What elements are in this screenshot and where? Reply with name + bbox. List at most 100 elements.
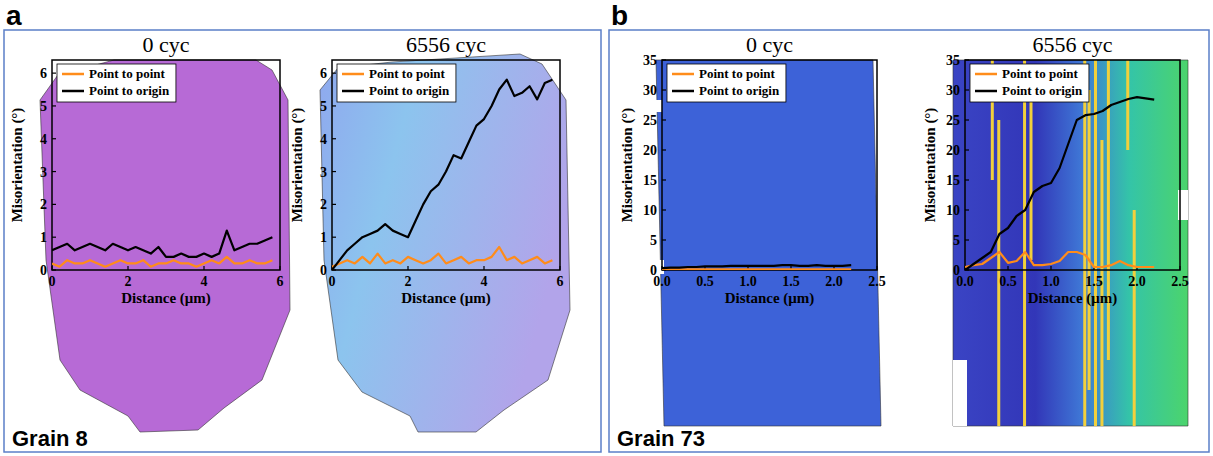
x-tick-label: 1.5 [782,274,800,289]
x-tick-label: 6 [277,274,284,289]
x-tick-label: 0.0 [653,274,671,289]
y-tick [662,149,666,150]
panel-letter: a [6,0,22,31]
panel-title: 0 cyc [746,32,793,57]
y-tick-label: 0 [40,263,47,278]
x-tick-label: 0.5 [696,274,714,289]
x-tick-label: 2.0 [825,274,843,289]
x-tick [1007,266,1008,270]
series-line [662,265,851,268]
legend-label: Point to origin [89,83,170,98]
y-tick-label: 30 [643,83,657,98]
grain-shape [320,54,570,432]
legend: Point to pointPoint to origin [57,64,176,102]
grain-shape [953,60,1188,426]
x-tick [51,266,52,270]
legend-label: Point to origin [1002,83,1083,98]
legend-swatch [342,73,364,76]
y-tick-label: 20 [946,143,960,158]
plot-frame [965,60,1180,270]
y-tick [332,204,336,205]
y-tick [662,89,666,90]
grain-map [320,54,570,432]
y-tick [662,119,666,120]
x-tick [279,266,280,270]
series-line [52,257,272,267]
x-tick-label: 1.0 [739,274,757,289]
x-tick [1179,266,1180,270]
y-tick-label: 4 [320,132,327,147]
y-tick-label: 1 [40,230,47,245]
legend-swatch [342,90,364,93]
y-tick-label: 30 [946,83,960,98]
x-tick [559,266,560,270]
y-tick-label: 25 [946,113,960,128]
y-tick-label: 0 [320,263,327,278]
plot-frame [52,60,280,270]
y-tick [662,179,666,180]
x-tick-label: 2 [405,274,412,289]
y-tick-label: 15 [946,173,960,188]
series-line [332,247,552,267]
y-tick [332,105,336,106]
series-line [52,231,272,257]
legend-swatch [62,90,84,93]
y-tick [662,209,666,210]
legend: Point to pointPoint to origin [970,64,1089,102]
y-tick [662,59,666,60]
y-tick-label: 3 [40,165,47,180]
lines [662,265,851,269]
x-tick-label: 2 [125,274,132,289]
legend-label: Point to point [369,66,446,81]
y-tick-label: 10 [946,203,960,218]
y-tick-label: 6 [320,66,327,81]
y-axis-title: Misorientation (°) [9,108,26,223]
series-line [965,252,1154,267]
x-tick [483,266,484,270]
y-tick-label: 5 [650,233,657,248]
lines [332,80,552,270]
y-tick-label: 4 [40,132,47,147]
grain-map [40,60,290,432]
legend-label: Point to point [699,66,776,81]
y-tick-label: 35 [643,53,657,68]
x-axis-title: Distance (μm) [401,290,491,307]
panel-letter: b [611,0,628,31]
grain-boundary [1030,100,1033,260]
x-tick-label: 6 [557,274,564,289]
legend-label: Point to origin [369,83,450,98]
x-tick-label: 2.0 [1128,274,1146,289]
y-tick [52,105,56,106]
grain-boundary [997,120,1000,426]
y-tick-label: 5 [953,233,960,248]
x-tick [407,266,408,270]
x-tick-label: 1.0 [1042,274,1060,289]
x-tick [1050,266,1051,270]
x-tick-label: 2.5 [1171,274,1189,289]
legend: Point to pointPoint to origin [667,64,786,102]
x-axis-title: Distance (μm) [1028,290,1118,307]
x-tick-label: 1.5 [1085,274,1103,289]
y-tick [965,119,969,120]
y-tick-label: 35 [946,53,960,68]
y-tick [332,73,336,74]
grain-gap [953,360,967,426]
grain-shape [40,60,290,432]
y-tick [965,209,969,210]
y-tick [662,239,666,240]
x-tick [127,266,128,270]
y-tick-label: 10 [643,203,657,218]
panel-title: 0 cyc [142,32,189,57]
grain-shape [656,60,881,426]
x-tick-label: 4 [201,274,208,289]
plot-frame [662,60,877,270]
y-tick-label: 2 [40,197,47,212]
legend-box [667,64,786,102]
y-tick [52,171,56,172]
x-tick-label: 0.0 [956,274,974,289]
panel-frame [609,30,1209,452]
y-axis-title: Misorientation (°) [922,108,939,223]
y-axis-title: Misorientation (°) [289,108,306,223]
grain-boundary [1088,90,1091,390]
legend-box [57,64,176,102]
